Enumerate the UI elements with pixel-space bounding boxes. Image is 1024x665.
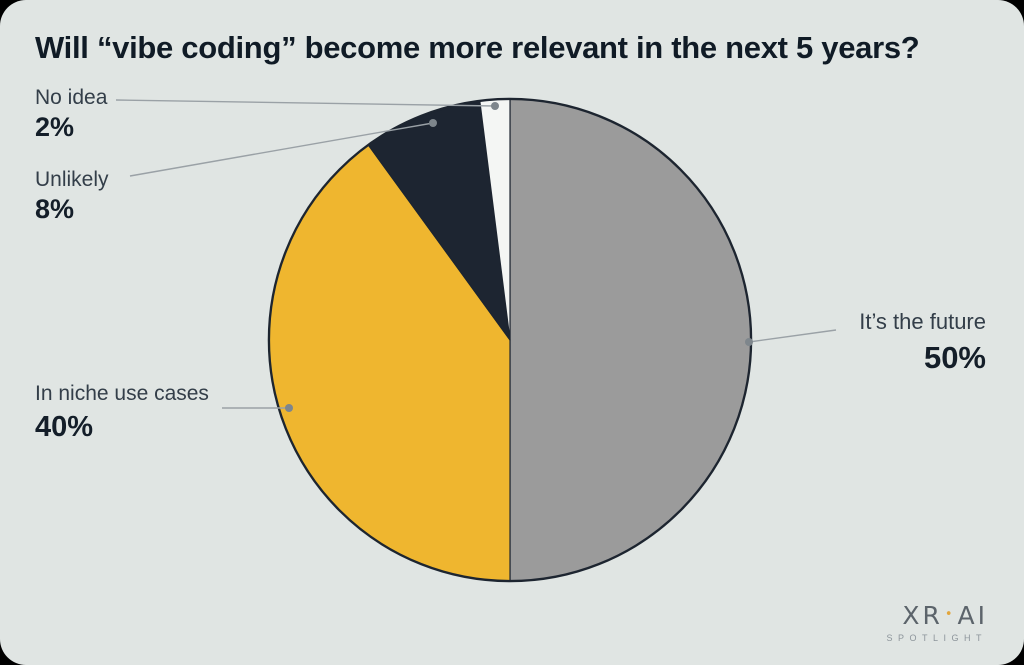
callout-label: No idea [35,86,108,109]
brand-tagline: SPOTLIGHT [886,633,987,643]
callout-label: It’s the future [859,309,986,334]
callout-percent: 2% [35,112,75,143]
callout-unlikely: Unlikely 8% [35,168,109,223]
wordmark-left: XR [902,601,943,630]
pie-slice-0 [509,98,752,582]
callout-percent: 8% [35,194,75,225]
callout-future: It’s the future 50% [859,309,986,376]
callout-percent: 40% [35,411,94,444]
chart-title: Will “vibe coding” become more relevant … [35,30,920,65]
brand-logo: XR • AI SPOTLIGHT [886,601,988,643]
callout-percent: 50% [923,340,986,376]
pie-svg [267,97,753,583]
wordmark-right: AI [957,601,988,630]
brand-wordmark: XR • AI [886,601,988,630]
callout-niche: In niche use cases 40% [35,382,209,443]
pie-chart [265,95,755,585]
callout-no-idea: No idea 2% [35,86,107,141]
logo-dot-icon: • [944,607,956,622]
callout-label: In niche use cases [35,382,209,405]
leader-line-future [748,329,837,343]
callout-label: Unlikely [35,168,109,191]
